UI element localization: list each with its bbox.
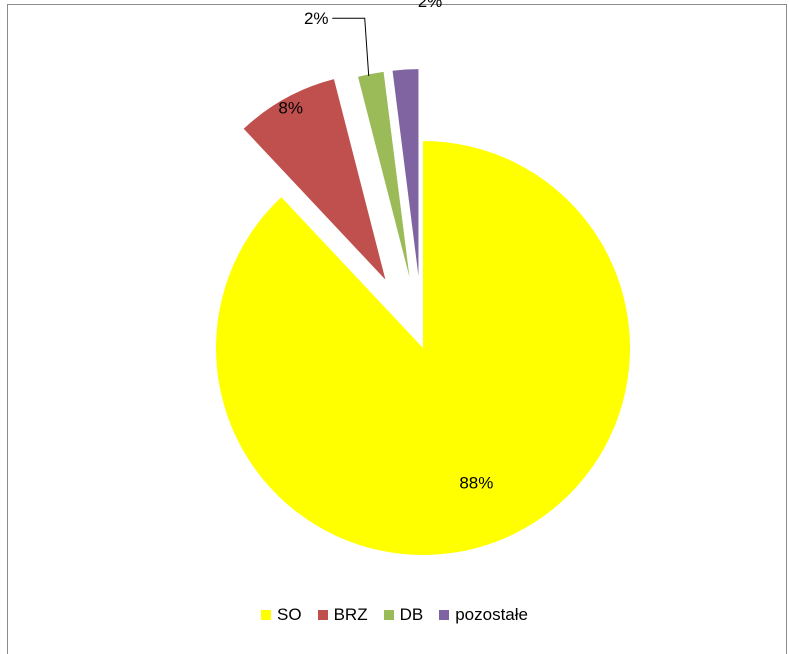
legend-item-pozostale: pozostałe (439, 605, 528, 625)
legend: SO BRZ DB pozostałe (0, 605, 789, 625)
legend-label-so: SO (277, 605, 302, 624)
legend-swatch-db (383, 610, 394, 620)
legend-item-db: DB (383, 605, 424, 625)
pie-slice-so (215, 141, 631, 555)
legend-swatch-so (261, 610, 272, 620)
legend-item-brz: BRZ (317, 605, 368, 625)
pie-slice-db (358, 71, 410, 278)
leader-line-db (332, 17, 370, 76)
data-label-so: 88% (459, 474, 493, 493)
data-label-pozostale: 2% (418, 0, 443, 11)
legend-label-brz: BRZ (333, 605, 368, 624)
legend-swatch-brz (317, 610, 328, 620)
pie-slice-brz (243, 79, 386, 280)
data-label-brz: 8% (278, 98, 303, 117)
legend-label-db: DB (399, 605, 424, 624)
data-label-db: 2% (304, 9, 329, 28)
pie-slice-pozostale (392, 69, 419, 277)
legend-label-pozostale: pozostałe (455, 605, 528, 624)
legend-item-so: SO (261, 605, 302, 625)
legend-swatch-pozostale (439, 610, 450, 620)
